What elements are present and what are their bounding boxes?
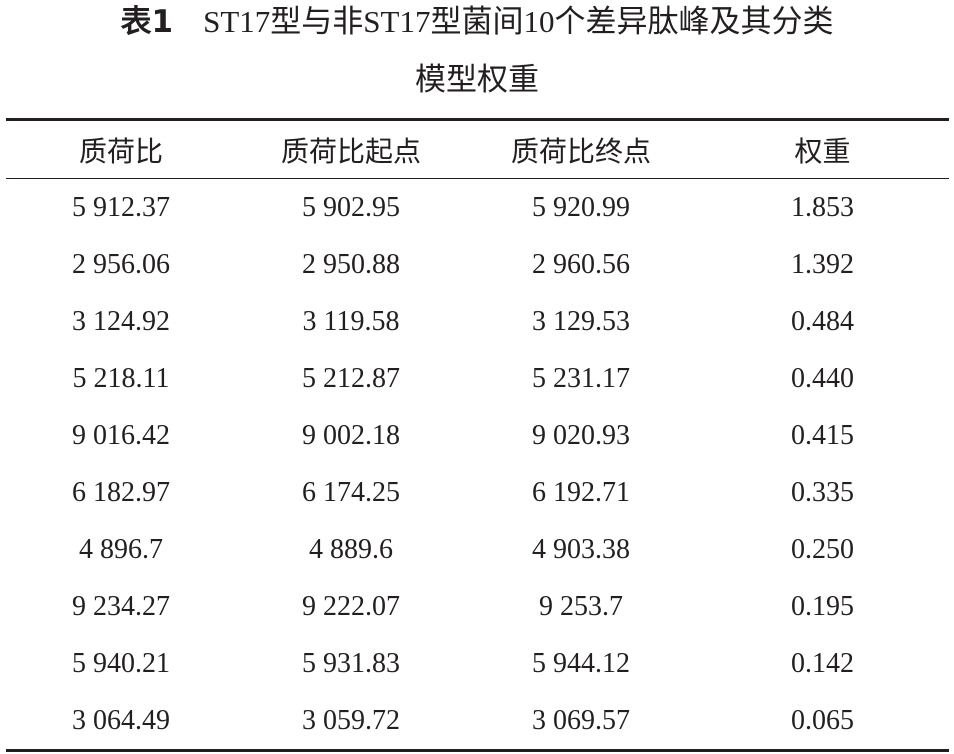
table-row: 5 912.37 5 902.95 5 920.99 1.853 [6,179,949,237]
title-text: 模型权重 [415,62,539,97]
table-cell: 3 059.72 [302,704,400,736]
table-cell: 0.142 [791,647,854,679]
table-cell: 9 222.07 [302,590,400,622]
table-cell: 2 956.06 [72,248,170,280]
table-cell: 1.392 [791,248,854,280]
title-line: 模型权重 [0,60,954,100]
table-cell: 0.250 [791,533,854,565]
table-cell: 5 931.83 [302,647,400,679]
table-cell: 0.415 [791,419,854,451]
table-cell: 5 944.12 [532,647,630,679]
table-cell: 9 016.42 [72,419,170,451]
table-cell: 5 231.17 [532,362,630,394]
table-cell: 3 129.53 [532,305,630,337]
title-line: 表1 ST17型与非ST17型菌间10个差异肽峰及其分类 [0,2,954,42]
table-row: 9 016.42 9 002.18 9 020.93 0.415 [6,407,949,464]
table-cell: 9 002.18 [302,419,400,451]
column-header: 质荷比终点 [510,136,651,168]
header-row: 质荷比 质荷比起点 质荷比终点 权重 [6,119,949,179]
table-row: 5 218.11 5 212.87 5 231.17 0.440 [6,350,949,407]
table-row: 9 234.27 9 222.07 9 253.7 0.195 [6,578,949,635]
table-cell: 0.195 [791,590,854,622]
table-cell: 0.484 [791,305,854,337]
table-cell: 5 920.99 [532,191,630,223]
table-cell: 9 020.93 [532,419,630,451]
table-cell: 9 234.27 [72,590,170,622]
table-row: 3 064.49 3 059.72 3 069.57 0.065 [6,692,949,751]
table-cell: 5 902.95 [302,191,400,223]
table-row: 6 182.97 6 174.25 6 192.71 0.335 [6,464,949,521]
table-cell: 6 182.97 [72,476,170,508]
table-cell: 5 218.11 [72,362,170,394]
table-row: 5 940.21 5 931.83 5 944.12 0.142 [6,635,949,692]
title-text: ST17型与非ST17型菌间10个差异肽峰及其分类 [203,4,834,39]
table-row: 3 124.92 3 119.58 3 129.53 0.484 [6,293,949,350]
table-cell: 5 940.21 [72,647,170,679]
table-cell: 4 903.38 [532,533,630,565]
table-body: 5 912.37 5 902.95 5 920.99 1.853 2 956.06 2 9… [6,179,949,751]
table-cell: 4 896.7 [79,533,163,565]
table-row: 4 896.7 4 889.6 4 903.38 0.250 [6,521,949,578]
table-cell: 1.853 [791,191,854,223]
table-cell: 3 064.49 [72,704,170,736]
table-label: 表1 [120,4,174,40]
table-cell: 0.335 [791,476,854,508]
table-cell: 9 253.7 [539,590,623,622]
table-cell: 4 889.6 [309,533,393,565]
table-cell: 0.065 [791,704,854,736]
table-cell: 2 950.88 [302,248,400,280]
table-cell: 2 960.56 [532,248,630,280]
column-header: 质荷比起点 [280,136,421,168]
data-table: 质荷比 质荷比起点 质荷比终点 权重 5 912.37 5 902.95 5 920.99… [6,118,949,752]
table-cell: 3 119.58 [302,305,400,337]
table-cell: 5 912.37 [72,191,170,223]
table-cell: 0.440 [791,362,854,394]
table-row: 2 956.06 2 950.88 2 960.56 1.392 [6,236,949,293]
table-cell: 6 174.25 [302,476,400,508]
table-cell: 6 192.71 [532,476,630,508]
table-cell: 5 212.87 [302,362,400,394]
column-header: 权重 [794,136,851,168]
column-header: 质荷比 [78,136,163,168]
table-cell: 3 124.92 [72,305,170,337]
table-cell: 3 069.57 [532,704,630,736]
table-head: 质荷比 质荷比起点 质荷比终点 权重 [6,119,949,179]
